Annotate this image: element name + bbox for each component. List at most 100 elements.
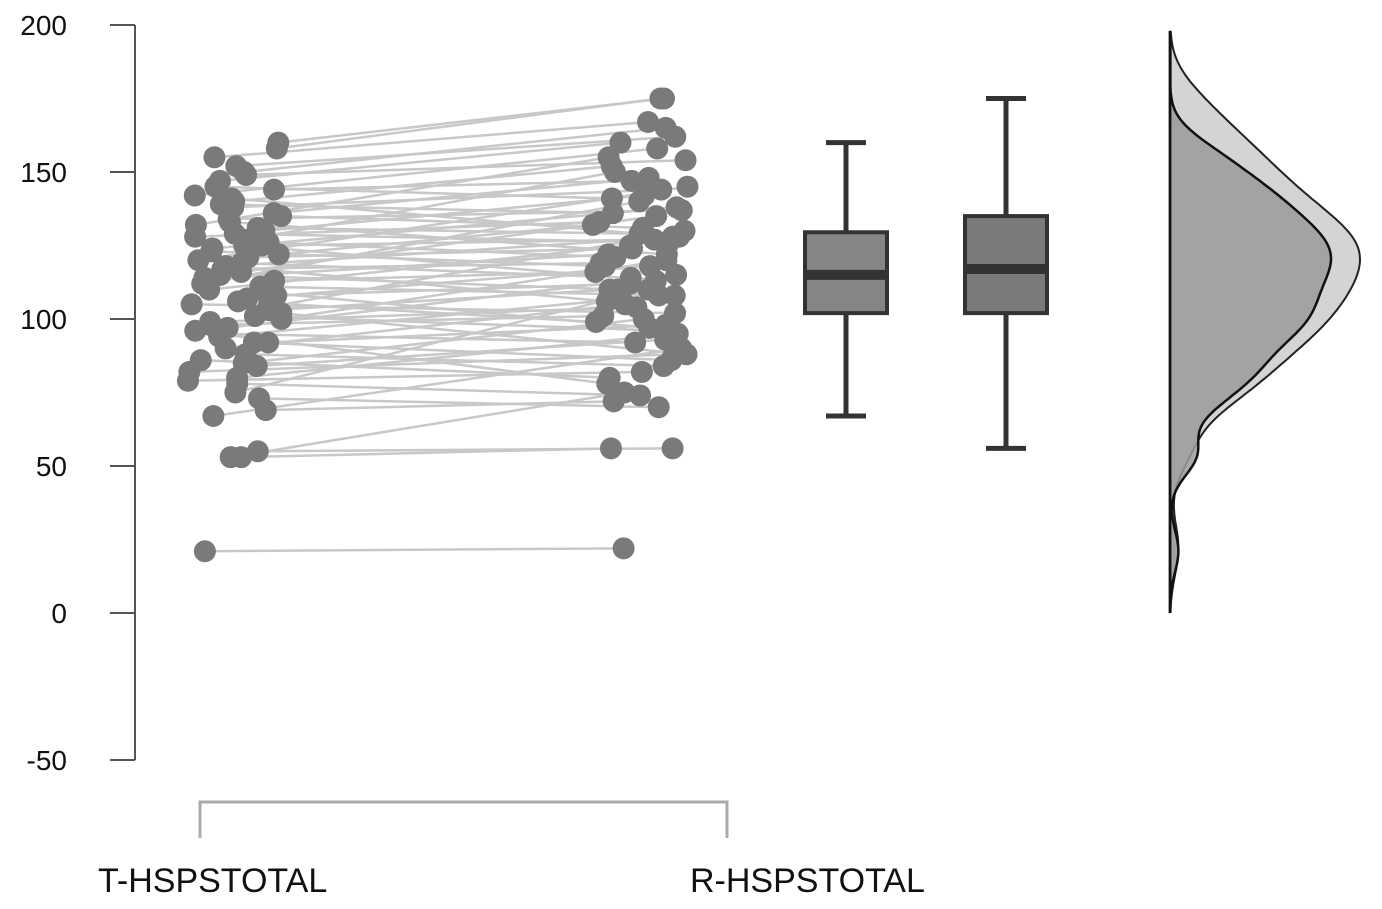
point-r bbox=[664, 125, 687, 148]
point-r bbox=[619, 266, 642, 289]
density-curves bbox=[1168, 30, 1362, 614]
point-t bbox=[176, 369, 199, 392]
point-r bbox=[674, 149, 697, 172]
point-r bbox=[650, 178, 673, 201]
point-r bbox=[676, 175, 699, 198]
pair-line bbox=[220, 273, 618, 291]
y-tick-label: -50 bbox=[27, 745, 67, 776]
pair-line bbox=[241, 447, 611, 459]
point-r bbox=[638, 316, 661, 339]
pair-line bbox=[243, 126, 666, 174]
point-r bbox=[600, 155, 623, 178]
point-r bbox=[604, 246, 627, 269]
point-r bbox=[663, 284, 686, 307]
point-r bbox=[624, 331, 647, 354]
point-t bbox=[184, 213, 207, 236]
point-r bbox=[599, 437, 622, 460]
point-t bbox=[226, 290, 249, 313]
point-t bbox=[183, 184, 206, 207]
point-t bbox=[267, 131, 290, 154]
pair-line bbox=[245, 353, 664, 368]
boxplots bbox=[803, 96, 1049, 451]
point-t bbox=[225, 155, 248, 178]
point-r bbox=[630, 360, 653, 383]
pair-line bbox=[264, 194, 645, 233]
point-r bbox=[646, 137, 669, 160]
point-r bbox=[609, 131, 632, 154]
pair-line bbox=[187, 370, 642, 382]
point-t bbox=[202, 405, 225, 428]
point-r bbox=[633, 184, 656, 207]
pair-line bbox=[265, 400, 614, 412]
point-t bbox=[219, 446, 242, 469]
pair-line bbox=[281, 311, 687, 356]
point-t bbox=[220, 187, 243, 210]
y-tick-label: 100 bbox=[20, 304, 67, 335]
point-r bbox=[600, 187, 623, 210]
data-points bbox=[176, 87, 699, 563]
point-t bbox=[201, 237, 224, 260]
pair-line bbox=[204, 547, 624, 553]
point-r bbox=[592, 305, 615, 328]
point-t bbox=[262, 202, 285, 225]
y-tick-label: 50 bbox=[36, 451, 67, 482]
pair-line bbox=[225, 264, 607, 303]
point-t bbox=[193, 540, 216, 563]
point-t bbox=[245, 355, 268, 378]
pair-line bbox=[273, 179, 632, 191]
pair-line bbox=[256, 338, 666, 368]
point-r bbox=[661, 437, 684, 460]
pair-line bbox=[241, 261, 631, 280]
pair-line bbox=[278, 97, 665, 144]
point-t bbox=[208, 169, 231, 192]
point-r bbox=[661, 225, 684, 248]
pair-line bbox=[236, 135, 676, 168]
point-t bbox=[246, 440, 269, 463]
point-t bbox=[218, 210, 241, 233]
pair-line bbox=[237, 382, 641, 397]
x-axis-bracket bbox=[198, 800, 729, 838]
y-tick-label: 150 bbox=[20, 157, 67, 188]
pair-line bbox=[234, 164, 612, 203]
point-t bbox=[189, 349, 212, 372]
point-r bbox=[647, 396, 670, 419]
density-t bbox=[1168, 30, 1333, 614]
point-r bbox=[654, 328, 677, 351]
point-r bbox=[670, 199, 693, 222]
point-r bbox=[625, 296, 648, 319]
pair-line bbox=[219, 294, 659, 338]
point-t bbox=[248, 387, 271, 410]
point-r bbox=[652, 87, 675, 110]
pair-line bbox=[229, 220, 667, 256]
point-t bbox=[254, 281, 277, 304]
pair-line bbox=[278, 223, 593, 256]
point-r bbox=[602, 390, 625, 413]
point-t bbox=[203, 146, 226, 169]
point-r bbox=[620, 169, 643, 192]
pair-line bbox=[268, 241, 616, 259]
point-r bbox=[629, 384, 652, 407]
pair-line bbox=[220, 203, 613, 215]
pair-line bbox=[213, 347, 682, 418]
point-r bbox=[655, 243, 678, 266]
point-r bbox=[612, 537, 635, 560]
point-t bbox=[198, 313, 221, 336]
point-r bbox=[596, 372, 619, 395]
point-r bbox=[631, 216, 654, 239]
point-t bbox=[270, 302, 293, 325]
x-label-t-hspstotal: T-HSPSTOTAL bbox=[98, 862, 327, 900]
point-t bbox=[246, 216, 269, 239]
point-r bbox=[675, 343, 698, 366]
point-t bbox=[214, 255, 237, 278]
point-r bbox=[647, 284, 670, 307]
point-r bbox=[664, 302, 687, 325]
pair-line bbox=[253, 341, 672, 362]
y-tick-label: 200 bbox=[20, 10, 67, 41]
y-tick-label: 0 bbox=[51, 598, 67, 629]
point-t bbox=[262, 178, 285, 201]
point-t bbox=[242, 331, 265, 354]
x-label-r-hspstotal: R-HSPSTOTAL bbox=[690, 862, 925, 900]
point-r bbox=[637, 111, 660, 134]
pair-line bbox=[258, 397, 659, 409]
